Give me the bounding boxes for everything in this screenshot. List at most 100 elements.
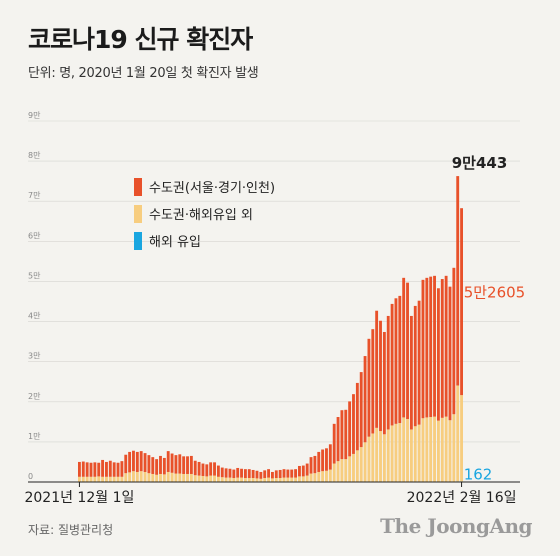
bar-segment: [340, 459, 344, 482]
bar-segment: [328, 444, 332, 470]
y-tick-label: 0: [28, 472, 33, 481]
bar-segment: [309, 457, 313, 474]
bar-segment: [413, 426, 417, 482]
bar-segment: [182, 473, 186, 482]
bar-segment: [263, 477, 267, 482]
bar-segment: [417, 300, 421, 425]
bar-segment: [406, 419, 409, 482]
bar-segment: [201, 475, 205, 482]
bar-segment: [352, 453, 355, 482]
bar-segment: [236, 477, 240, 482]
bar-segment: [135, 451, 139, 472]
bar-segment: [220, 477, 224, 482]
bar-segment: [216, 465, 220, 477]
bar-segment: [298, 465, 301, 477]
bar-segment: [128, 451, 132, 473]
bar-segment: [436, 288, 440, 421]
bar-segment: [379, 431, 382, 482]
bar-segment: [251, 477, 255, 482]
bar-segment: [116, 476, 120, 482]
bar-segment: [85, 462, 89, 477]
bar-segment: [151, 473, 155, 482]
bar-segment: [371, 329, 375, 434]
bar-segment: [379, 320, 382, 432]
bar-segment: [456, 385, 460, 482]
x-tick-label: 2022년 2월 16일: [407, 490, 517, 506]
bar-segment: [429, 417, 433, 482]
bar-segment: [124, 473, 128, 482]
brand-logo: The JoongAng: [380, 514, 532, 538]
bar-segment: [352, 394, 355, 454]
bar-segment: [363, 356, 367, 443]
bar-segment: [143, 453, 147, 472]
bar-segment: [162, 457, 166, 475]
bar-segment: [105, 476, 108, 482]
bar-segment: [182, 456, 186, 474]
bar-segment: [313, 455, 317, 474]
bar-segment: [313, 473, 317, 482]
bar-segment: [139, 471, 143, 482]
bar-segment: [440, 417, 444, 482]
bar-segment: [228, 477, 232, 482]
bar-segment: [193, 475, 197, 482]
bar-segment: [236, 467, 240, 478]
legend-label: 해외 유입: [149, 235, 201, 250]
bar-segment: [386, 429, 390, 482]
bar-segment: [375, 427, 379, 482]
bar-segment: [321, 471, 325, 482]
y-tick-label: 7만: [28, 191, 41, 200]
bar-segment: [305, 475, 309, 482]
bar-segment: [189, 473, 193, 482]
chart-subtitle: 단위: 명, 2020년 1월 20일 첫 확진자 발생: [28, 66, 259, 81]
source-note: 자료: 질병관리청: [28, 523, 114, 537]
bar-segment: [112, 462, 116, 477]
grid-lines: 0 1만 2만 3만 4만 5만 6만 7만 8만 9만: [28, 111, 520, 481]
bar-segment: [340, 410, 344, 460]
bar-segment: [108, 476, 112, 482]
bar-segment: [332, 463, 336, 482]
bar-segment: [193, 460, 197, 476]
bar-segment: [398, 295, 402, 424]
bar-segment: [189, 455, 193, 474]
bar-segment: [213, 462, 216, 476]
bar-segment: [425, 417, 429, 482]
bar-segment: [433, 275, 436, 417]
bar-segment: [290, 477, 294, 482]
chart-title: 코로나19 신규 확진자: [28, 25, 253, 54]
bar-segment: [135, 471, 139, 482]
bar-segment: [363, 442, 367, 482]
bar-segment: [421, 418, 425, 482]
bar-segment: [166, 471, 170, 482]
bar-segment: [101, 459, 105, 477]
y-tick-label: 3만: [28, 352, 41, 361]
bar-segment: [448, 420, 452, 482]
bar-segment: [151, 457, 155, 474]
bar-segment: [325, 448, 328, 471]
bar-segment: [112, 476, 116, 482]
bar-segment: [409, 429, 413, 482]
bar-segment: [147, 455, 151, 474]
bar-segment: [197, 461, 201, 476]
bar-segment: [413, 305, 417, 427]
bar-segment: [344, 459, 348, 482]
bar-segment: [367, 338, 371, 437]
bar-segment: [375, 310, 379, 428]
bar-segment: [336, 461, 340, 482]
bar-segment: [386, 315, 390, 430]
bar-segment: [267, 477, 270, 482]
bar-segment: [205, 476, 209, 482]
bar-segment: [228, 468, 232, 478]
bar-segment: [425, 277, 429, 418]
bar-segment: [298, 476, 301, 482]
bar-segment: [390, 303, 394, 426]
legend-swatch: [134, 205, 142, 223]
bar-segment: [81, 476, 85, 482]
bar-segment: [278, 469, 282, 478]
annotation-capital-area: 5만2605: [464, 283, 526, 301]
bar-segment: [201, 463, 205, 476]
bar-segment: [162, 474, 166, 482]
bar-segment: [321, 449, 325, 472]
bar-segment: [243, 477, 247, 482]
bar-segment: [332, 423, 336, 464]
